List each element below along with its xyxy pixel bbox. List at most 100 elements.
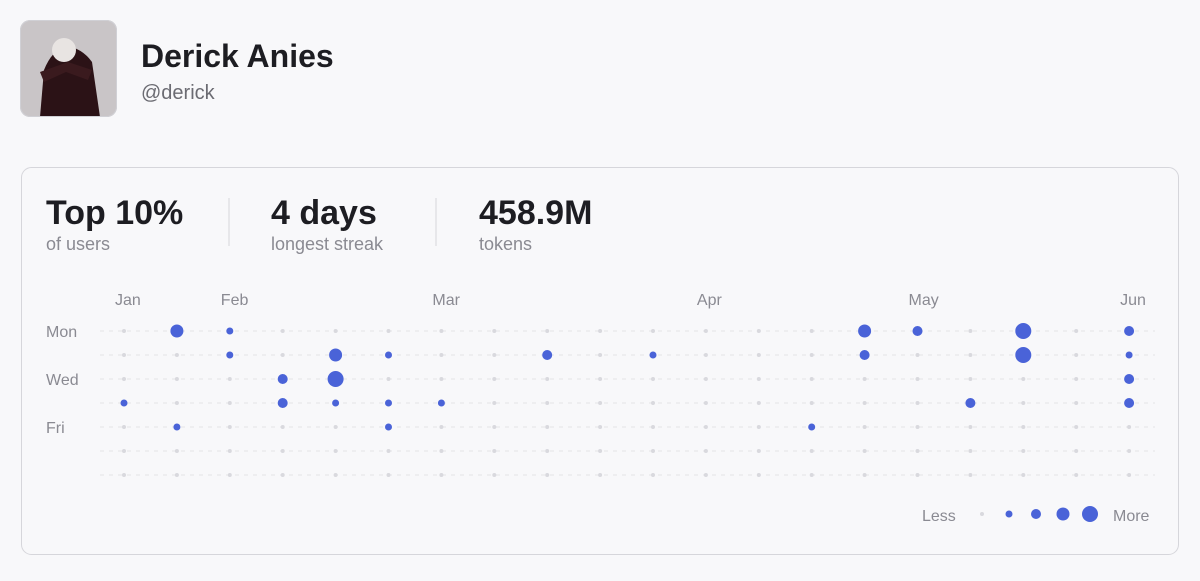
- activity-dot: [277, 398, 288, 408]
- activity-dot: [122, 329, 126, 333]
- activity-dot: [1125, 351, 1133, 359]
- legend-dot: [1005, 510, 1013, 518]
- activity-dot: [386, 473, 391, 477]
- activity-dot: [1021, 377, 1026, 381]
- activity-dot: [703, 353, 708, 357]
- legend-dot: [1031, 509, 1041, 519]
- activity-dot: [756, 425, 761, 429]
- activity-dot: [492, 425, 497, 429]
- activity-dot: [1074, 473, 1079, 477]
- activity-dot: [280, 473, 285, 477]
- activity-dot: [439, 377, 444, 381]
- activity-dot: [1127, 449, 1132, 453]
- activity-dot: [598, 377, 603, 381]
- activity-dot: [968, 377, 973, 381]
- activity-dot: [545, 377, 550, 381]
- legend-less: Less: [922, 508, 956, 525]
- activity-dot: [1074, 377, 1079, 381]
- activity-dot: [277, 374, 288, 384]
- activity-dot: [174, 473, 179, 477]
- activity-dot: [122, 449, 126, 453]
- activity-dot: [598, 353, 603, 357]
- activity-dot: [439, 449, 444, 453]
- activity-dot: [915, 401, 920, 405]
- stat-label: longest streak: [271, 234, 384, 254]
- activity-dot: [649, 351, 657, 359]
- activity-dot: [327, 371, 344, 387]
- activity-dot: [174, 353, 179, 357]
- activity-dot: [1021, 449, 1026, 453]
- activity-dot: [915, 353, 920, 357]
- activity-dot: [542, 350, 553, 360]
- activity-dot: [385, 351, 392, 359]
- user-name: Derick Anies: [141, 38, 334, 74]
- activity-dot: [545, 329, 550, 333]
- activity-dot: [1124, 398, 1135, 408]
- activity-card: [21, 167, 1179, 555]
- activity-dot: [912, 326, 923, 336]
- activity-dot: [703, 449, 708, 453]
- activity-dot: [1074, 449, 1079, 453]
- activity-dot: [703, 329, 708, 333]
- activity-dot: [545, 473, 550, 477]
- month-label: Apr: [697, 292, 723, 309]
- activity-dot: [756, 473, 761, 477]
- activity-dot: [1074, 329, 1079, 333]
- activity-dot: [174, 401, 179, 405]
- activity-dot: [703, 425, 708, 429]
- activity-dot: [809, 449, 814, 453]
- legend-more: More: [1113, 508, 1150, 525]
- activity-dot: [1127, 425, 1132, 429]
- stat-label: tokens: [479, 234, 532, 254]
- activity-dot: [809, 401, 814, 405]
- activity-dot: [1074, 353, 1079, 357]
- activity-dot: [1074, 401, 1079, 405]
- activity-dot: [333, 449, 338, 453]
- day-label: Wed: [46, 372, 79, 389]
- activity-dot: [809, 353, 814, 357]
- activity-dot: [756, 449, 761, 453]
- activity-dot: [439, 473, 444, 477]
- activity-dot: [1021, 425, 1026, 429]
- activity-dot: [227, 401, 232, 405]
- activity-dot: [809, 377, 814, 381]
- activity-dot: [915, 425, 920, 429]
- activity-dot: [333, 329, 338, 333]
- activity-dot: [651, 401, 655, 405]
- activity-dot: [492, 353, 497, 357]
- activity-dot: [227, 449, 232, 453]
- activity-dot: [703, 377, 708, 381]
- activity-dot: [122, 377, 126, 381]
- activity-dot: [651, 329, 655, 333]
- legend-dot: [1082, 506, 1098, 522]
- activity-dot: [598, 449, 603, 453]
- activity-dot: [651, 425, 655, 429]
- activity-dot: [756, 329, 761, 333]
- activity-dot: [1015, 347, 1032, 363]
- activity-dot: [968, 353, 973, 357]
- activity-dot: [703, 473, 708, 477]
- activity-dot: [915, 449, 920, 453]
- activity-dot: [1015, 323, 1032, 339]
- activity-dot: [545, 449, 550, 453]
- activity-dot: [492, 449, 497, 453]
- activity-dot: [651, 473, 655, 477]
- activity-dot: [226, 327, 234, 335]
- activity-dot: [858, 324, 872, 338]
- activity-dot: [122, 425, 126, 429]
- activity-dot: [1124, 326, 1135, 336]
- activity-dot: [965, 398, 976, 408]
- activity-dot: [651, 449, 655, 453]
- avatar: [20, 20, 117, 117]
- activity-dot: [173, 423, 181, 431]
- activity-dot: [756, 377, 761, 381]
- activity-dot: [386, 449, 391, 453]
- activity-dot: [227, 473, 232, 477]
- month-label: Jun: [1120, 292, 1146, 309]
- activity-dot: [227, 377, 232, 381]
- activity-dot: [386, 377, 391, 381]
- activity-dot: [170, 324, 184, 338]
- activity-dot: [492, 377, 497, 381]
- activity-dot: [492, 473, 497, 477]
